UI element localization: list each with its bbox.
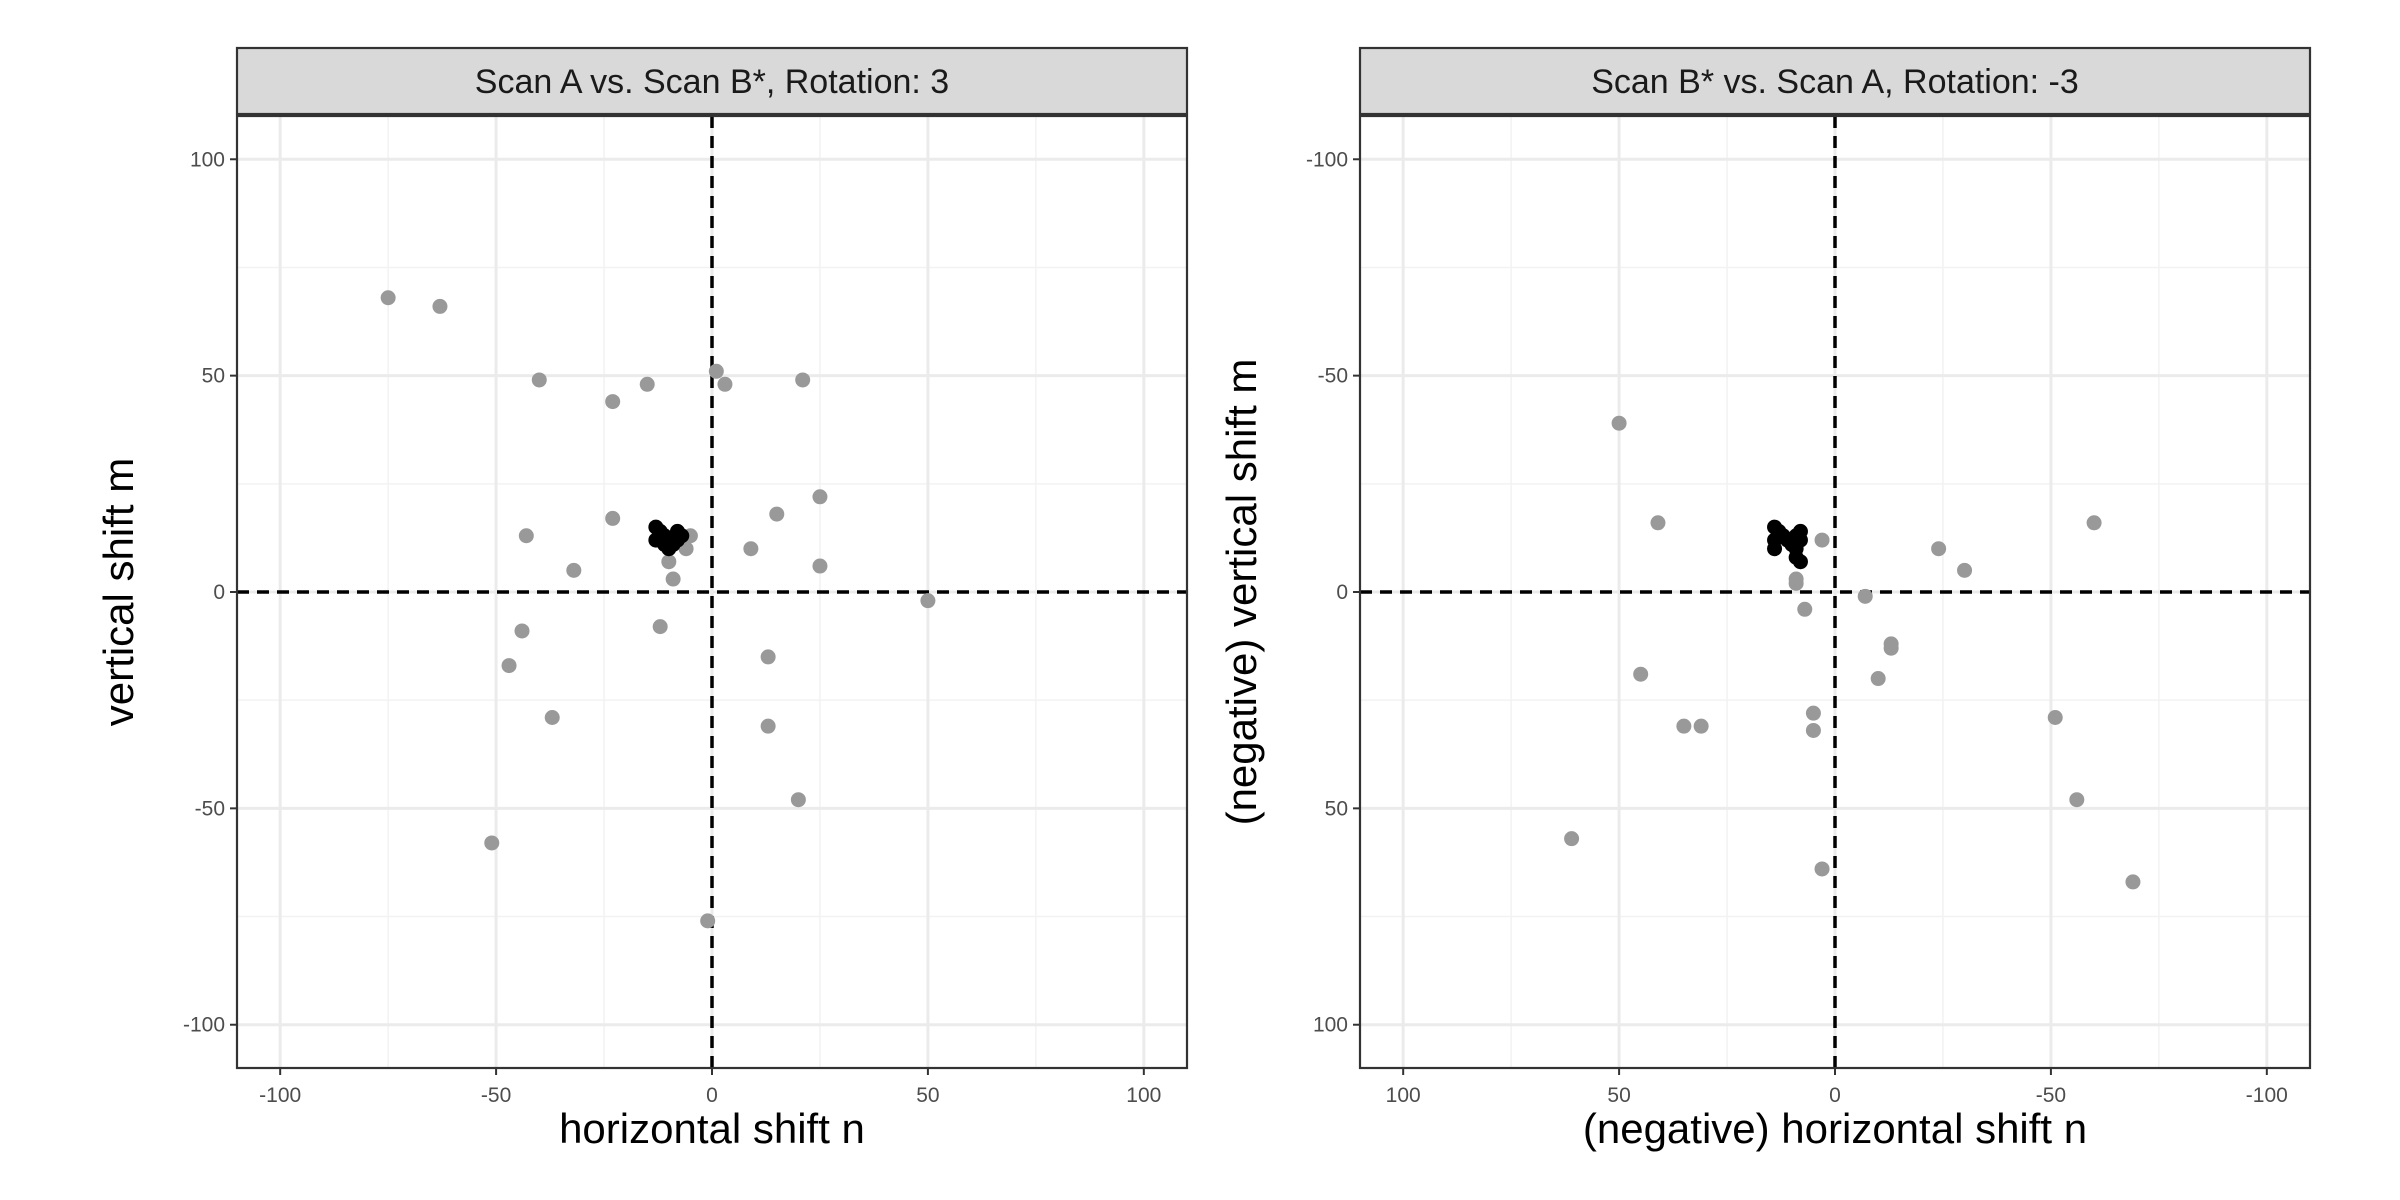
y-tick-label: -100 (1306, 148, 1348, 171)
data-point (1797, 601, 1813, 617)
data-point (531, 372, 547, 388)
panel-1: Scan A vs. Scan B*, Rotation: 3 -100 -100 -… (95, 46, 1189, 1152)
y-axis-title: (negative) vertical shift m (1218, 359, 1265, 826)
data-point (1857, 588, 1873, 604)
data-point (795, 372, 811, 388)
data-point (566, 562, 582, 578)
data-point (514, 623, 530, 639)
data-point (380, 290, 396, 306)
data-point (605, 510, 621, 526)
x-axis-title: (negative) horizontal shift n (1583, 1105, 2087, 1152)
data-point (760, 718, 776, 734)
facet-strip-title: Scan B* vs. Scan A, Rotation: -3 (1591, 63, 2079, 101)
x-tick-label: 50 (1607, 1084, 1630, 1107)
data-point-highlight (1767, 541, 1783, 557)
data-point (518, 528, 534, 544)
data-point (1931, 541, 1947, 557)
data-point (2069, 792, 2085, 808)
y-tick-label: 0 (213, 581, 225, 604)
data-point (700, 913, 716, 929)
data-point (708, 363, 724, 379)
y-tick-label: 100 (1313, 1014, 1348, 1037)
data-point (1564, 831, 1580, 847)
data-point (1870, 671, 1886, 687)
x-tick-label: 100 (1386, 1084, 1421, 1107)
data-point (605, 394, 621, 410)
y-tick-label: 100 (190, 148, 225, 171)
data-point (484, 835, 500, 851)
data-point (652, 619, 668, 635)
data-point (1814, 861, 1830, 877)
data-point (1693, 718, 1709, 734)
data-point (661, 554, 677, 570)
x-tick-label: 0 (1829, 1084, 1841, 1107)
data-point (1957, 562, 1973, 578)
data-point (639, 376, 655, 392)
data-point-highlight (1788, 528, 1804, 544)
y-axis-title: vertical shift m (95, 458, 142, 726)
data-point (1650, 515, 1666, 531)
data-point (501, 658, 517, 674)
x-axis-title: horizontal shift n (559, 1105, 865, 1152)
data-point (1883, 640, 1899, 656)
y-tick-label: 0 (1336, 581, 1348, 604)
data-point (1805, 722, 1821, 738)
x-tick-label: -100 (2246, 1084, 2288, 1107)
y-tick-label: -50 (195, 797, 225, 820)
data-point (665, 571, 681, 587)
data-point (717, 376, 733, 392)
data-point (812, 489, 828, 505)
data-point (1788, 571, 1804, 587)
data-point (2125, 874, 2141, 890)
data-point (1805, 705, 1821, 721)
x-tick-label: 0 (706, 1084, 718, 1107)
y-tick-label: -100 (183, 1014, 225, 1037)
x-tick-label: -50 (481, 1084, 511, 1107)
data-point (2047, 709, 2063, 725)
data-point-highlight (1792, 554, 1808, 570)
data-point (769, 506, 785, 522)
data-point (1814, 532, 1830, 548)
facet-strip (1358, 46, 2312, 116)
data-point (760, 649, 776, 665)
data-point (1633, 666, 1649, 682)
x-tick-label: 50 (916, 1084, 939, 1107)
data-point-highlight (657, 536, 672, 552)
data-point (1676, 718, 1692, 734)
data-point (743, 541, 759, 557)
data-point (432, 298, 448, 314)
data-point-highlight (674, 528, 690, 544)
x-tick-label: -50 (2036, 1084, 2066, 1107)
facet-strip-title: Scan A vs. Scan B*, Rotation: 3 (475, 63, 949, 101)
panel-2: Scan B* vs. Scan A, Rotation: -3 -100 -100… (1218, 46, 2312, 1152)
data-point (790, 792, 806, 808)
data-point (920, 593, 936, 609)
data-point (1611, 415, 1627, 431)
x-tick-label: -100 (259, 1084, 301, 1107)
y-tick-label: 50 (202, 365, 225, 388)
x-tick-label: 100 (1126, 1084, 1161, 1107)
facet-strip (235, 46, 1189, 116)
y-tick-label: 50 (1325, 797, 1348, 820)
data-point (812, 558, 828, 574)
data-point (2086, 515, 2102, 531)
y-tick-label: -50 (1318, 365, 1348, 388)
data-point (544, 709, 560, 725)
